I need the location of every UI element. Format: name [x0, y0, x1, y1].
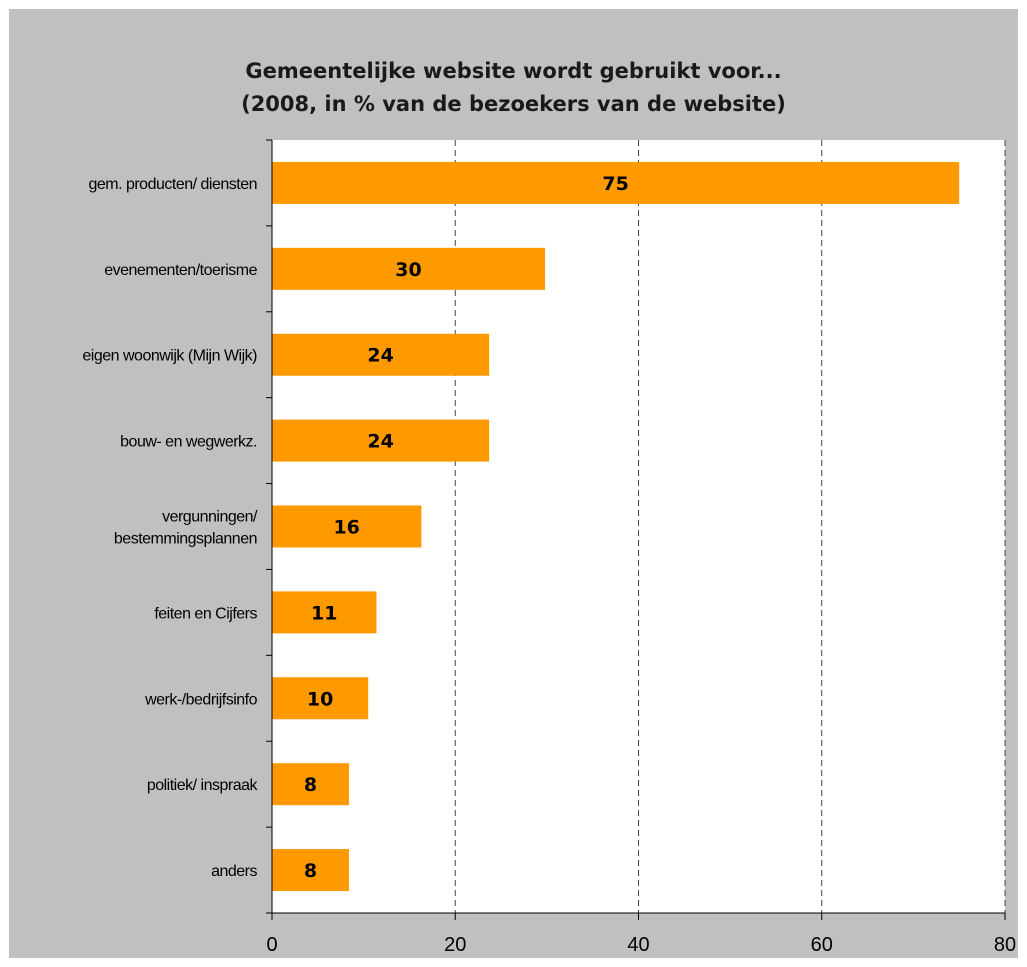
- bar-3: [272, 333, 490, 376]
- chart-title: Gemeentelijke website wordt gebruikt voo…: [9, 55, 1018, 121]
- category-label-8: politiek/ inspraak: [147, 777, 259, 794]
- bar-4: [272, 419, 490, 462]
- bar-5: [272, 505, 422, 548]
- chart-title-line-2: (2008, in % van de bezoekers van de webs…: [241, 92, 786, 116]
- category-label-6: feiten en Cijfers: [154, 605, 257, 622]
- data-label-8: 8: [304, 774, 317, 796]
- x-tick-label-20: 20: [444, 934, 466, 956]
- category-label-5-line-2: bestemmingsplannen: [114, 531, 257, 548]
- data-label-3: 24: [367, 345, 393, 367]
- bar-8: [272, 763, 349, 806]
- bar-2: [272, 247, 546, 290]
- category-label-1: gem. producten/ diensten: [88, 176, 257, 193]
- data-label-4: 24: [367, 431, 393, 453]
- x-tick-label-60: 60: [811, 934, 833, 956]
- bar-7: [272, 677, 369, 720]
- chart-title-line-1: Gemeentelijke website wordt gebruikt voo…: [245, 59, 782, 83]
- category-label-7: werk-/bedrijfsinfo: [144, 691, 258, 708]
- x-tick-label-40: 40: [627, 934, 649, 956]
- x-tick-label-0: 0: [266, 934, 277, 956]
- x-tick-label-80: 80: [994, 934, 1016, 956]
- category-label-3: eigen woonwijk (Mijn Wijk): [82, 348, 257, 365]
- data-label-5: 16: [333, 517, 359, 539]
- data-label-6: 11: [311, 602, 337, 624]
- data-label-1: 75: [602, 173, 628, 195]
- data-label-7: 10: [307, 688, 333, 710]
- bar-1: [272, 161, 960, 204]
- category-label-9: anders: [211, 863, 257, 880]
- category-label-4: bouw- en wegwerkz.: [120, 434, 257, 451]
- category-label-5-line-1: vergunningen/: [162, 509, 258, 526]
- data-label-9: 8: [304, 860, 317, 882]
- bar-9: [272, 849, 349, 892]
- bar-6: [272, 591, 377, 634]
- data-label-2: 30: [395, 259, 421, 281]
- category-label-2: evenementen/toerisme: [104, 262, 257, 279]
